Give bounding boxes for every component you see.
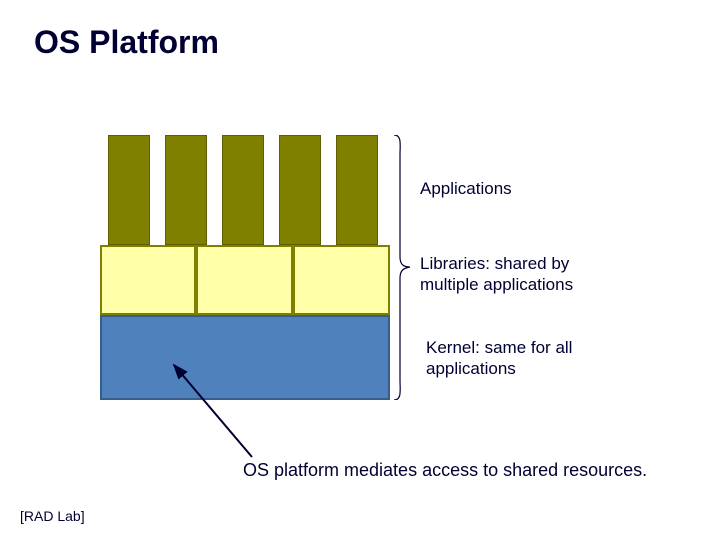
libraries-label-line2: multiple applications (420, 275, 573, 294)
applications-label: Applications (420, 178, 512, 199)
libraries-label: Libraries: shared by multiple applicatio… (420, 253, 573, 296)
kernel-label-line1: Kernel: same for all (426, 338, 572, 357)
footer-text: [RAD Lab] (20, 508, 85, 524)
kernel-label-line2: applications (426, 359, 516, 378)
arrow-icon (0, 0, 720, 540)
kernel-label: Kernel: same for all applications (426, 337, 572, 380)
caption-text: OS platform mediates access to shared re… (243, 460, 647, 481)
libraries-label-line1: Libraries: shared by (420, 254, 569, 273)
